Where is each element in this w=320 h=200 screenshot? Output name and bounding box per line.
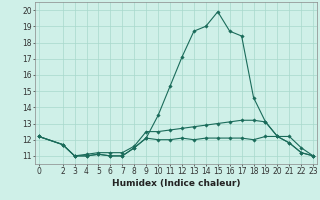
X-axis label: Humidex (Indice chaleur): Humidex (Indice chaleur)	[112, 179, 240, 188]
